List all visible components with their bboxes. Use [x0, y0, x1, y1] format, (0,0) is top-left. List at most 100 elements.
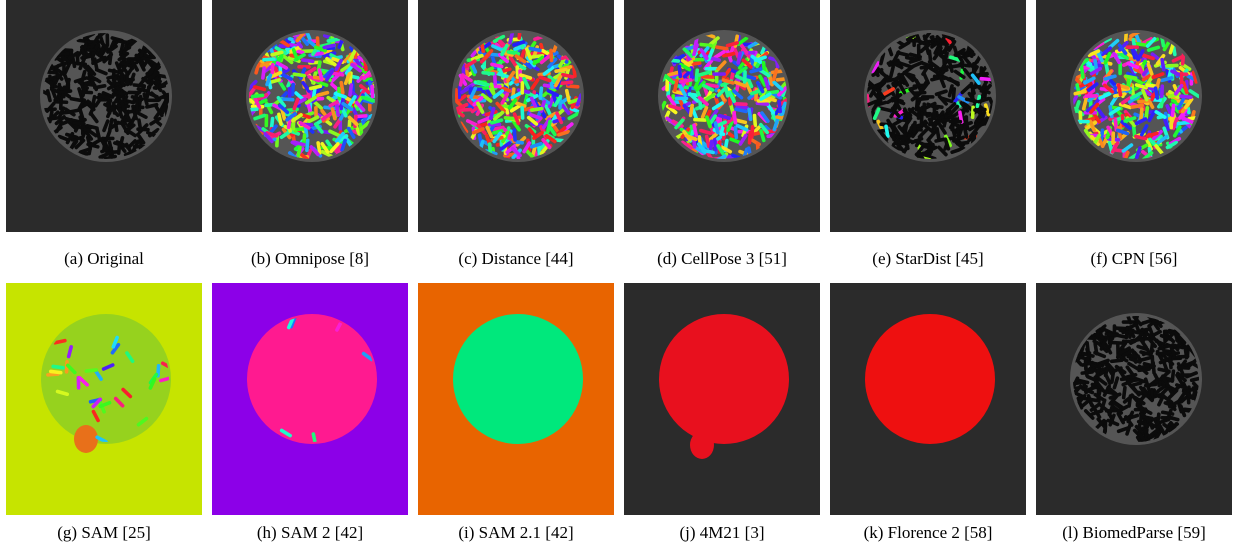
- caption: (d) CellPose 3 [51]: [657, 249, 787, 268]
- rod: [144, 94, 147, 104]
- rod: [532, 109, 542, 110]
- rod: [950, 86, 953, 96]
- rod: [752, 127, 753, 137]
- rod: [1097, 328, 1099, 338]
- rod: [510, 33, 512, 43]
- rod: [551, 50, 552, 60]
- rod: [530, 48, 540, 50]
- rod: [493, 128, 503, 130]
- rod: [1162, 60, 1164, 70]
- panel: (g) SAM [25]: [6, 283, 202, 542]
- rod: [981, 79, 991, 80]
- panel: (e) StarDist [45]: [830, 0, 1026, 268]
- rod: [82, 72, 85, 82]
- rod: [58, 53, 68, 55]
- rod: [736, 104, 746, 105]
- rod: [45, 109, 55, 110]
- rod: [681, 80, 691, 82]
- rod: [514, 130, 515, 140]
- rod: [110, 70, 120, 72]
- rod: [1106, 334, 1116, 336]
- rod: [717, 47, 727, 49]
- rod: [924, 104, 925, 114]
- rod: [105, 156, 115, 158]
- rod: [567, 91, 569, 101]
- panel: (d) CellPose 3 [51]: [624, 0, 820, 268]
- rod: [492, 64, 502, 66]
- rod: [1146, 108, 1147, 118]
- rod: [1106, 64, 1108, 74]
- rod: [1101, 130, 1102, 140]
- panel: (h) SAM 2 [42]: [212, 283, 408, 542]
- rod: [333, 73, 343, 75]
- rod: [1074, 382, 1084, 384]
- rod: [303, 60, 313, 61]
- rod: [1151, 344, 1152, 354]
- rod: [918, 98, 928, 99]
- rod: [890, 62, 900, 65]
- rod: [749, 109, 751, 119]
- rod: [74, 123, 84, 124]
- rod: [1086, 366, 1087, 376]
- rod: [964, 127, 966, 137]
- rod: [1112, 360, 1122, 361]
- extra-segment: [74, 425, 98, 453]
- panel: (l) BiomedParse [59]: [1036, 283, 1232, 542]
- rod: [981, 68, 982, 78]
- panel: (a) Original: [6, 0, 202, 268]
- rod: [886, 126, 888, 136]
- rod: [539, 145, 540, 155]
- rod: [1132, 105, 1142, 107]
- rod: [255, 87, 265, 89]
- rod: [1152, 357, 1153, 367]
- figure: (a) Original(b) Omnipose [8](c) Distance…: [0, 0, 1244, 554]
- rod: [932, 106, 942, 107]
- rod: [891, 67, 893, 77]
- rod: [707, 137, 709, 147]
- rod: [734, 113, 736, 123]
- rod: [298, 148, 300, 158]
- rod: [1161, 97, 1163, 107]
- rod: [110, 53, 111, 63]
- panel: (b) Omnipose [8]: [212, 0, 408, 268]
- rod: [914, 123, 915, 133]
- caption: (b) Omnipose [8]: [251, 249, 369, 268]
- rod: [1132, 85, 1133, 95]
- rod: [83, 86, 86, 96]
- rod: [880, 108, 890, 110]
- rod: [967, 99, 977, 101]
- rod: [508, 52, 518, 54]
- rod: [938, 120, 948, 121]
- rod: [88, 144, 98, 147]
- caption: (k) Florence 2 [58]: [864, 523, 993, 542]
- rod: [715, 123, 717, 133]
- rod: [461, 75, 463, 85]
- rod: [720, 116, 730, 119]
- rod: [318, 93, 328, 96]
- rod: [522, 108, 523, 118]
- rod: [1170, 358, 1171, 368]
- rod: [1131, 383, 1141, 386]
- caption: (f) CPN [56]: [1091, 249, 1178, 268]
- rod: [751, 69, 761, 72]
- rod: [292, 85, 293, 95]
- rod: [757, 103, 767, 104]
- rod: [1179, 367, 1189, 368]
- rod: [1158, 414, 1159, 424]
- rod: [973, 107, 974, 117]
- rod: [1084, 99, 1086, 109]
- rod: [694, 125, 696, 135]
- rod: [735, 128, 736, 138]
- rod: [1141, 358, 1151, 361]
- rod: [1130, 327, 1131, 337]
- rod: [121, 75, 123, 85]
- rod: [710, 141, 711, 151]
- rod: [1119, 85, 1121, 95]
- rod: [738, 53, 740, 63]
- extra-segment: [690, 431, 714, 459]
- rod: [1181, 96, 1191, 97]
- rod: [1126, 76, 1136, 78]
- rod: [750, 133, 751, 143]
- caption: (e) StarDist [45]: [872, 249, 983, 268]
- rod: [1087, 343, 1088, 353]
